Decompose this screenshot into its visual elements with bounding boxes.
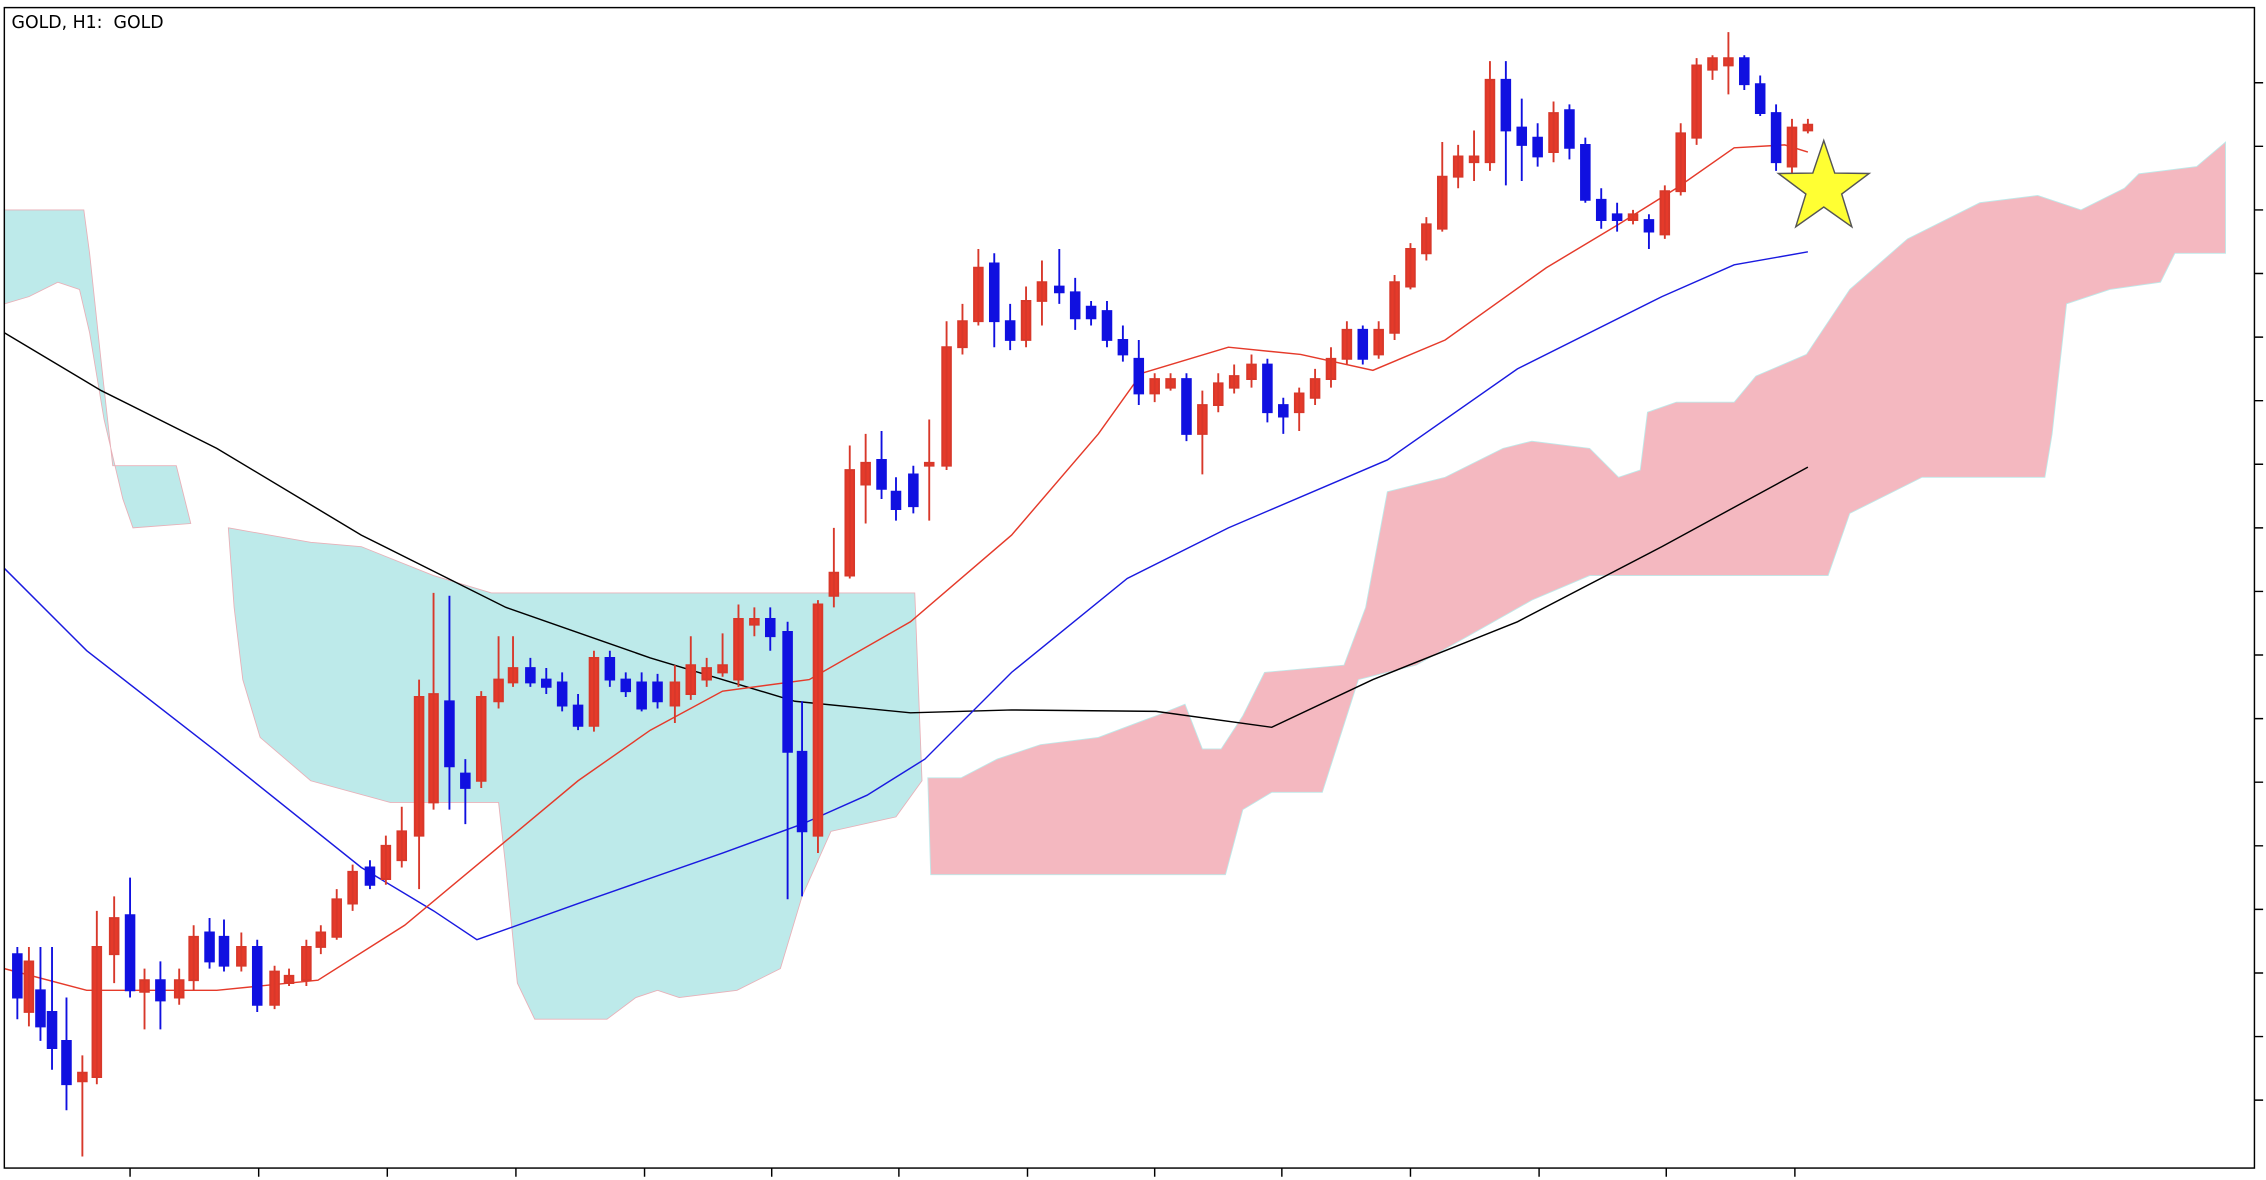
time-axis-ticks bbox=[129, 1168, 1796, 1177]
cloud-cyan bbox=[227, 527, 923, 1020]
price-axis-ticks bbox=[2254, 82, 2264, 1101]
chart-title: GOLD, H1: GOLD bbox=[12, 13, 164, 33]
chart-frame bbox=[3, 6, 2256, 1169]
ma-blue bbox=[3, 251, 1809, 941]
candles-bearish bbox=[12, 55, 1782, 1111]
star-marker bbox=[1776, 138, 1872, 229]
candles-bullish bbox=[23, 32, 1814, 1157]
cloud-pink bbox=[927, 141, 2226, 876]
cloud-cyan bbox=[3, 209, 192, 529]
ma-black bbox=[3, 332, 1809, 729]
